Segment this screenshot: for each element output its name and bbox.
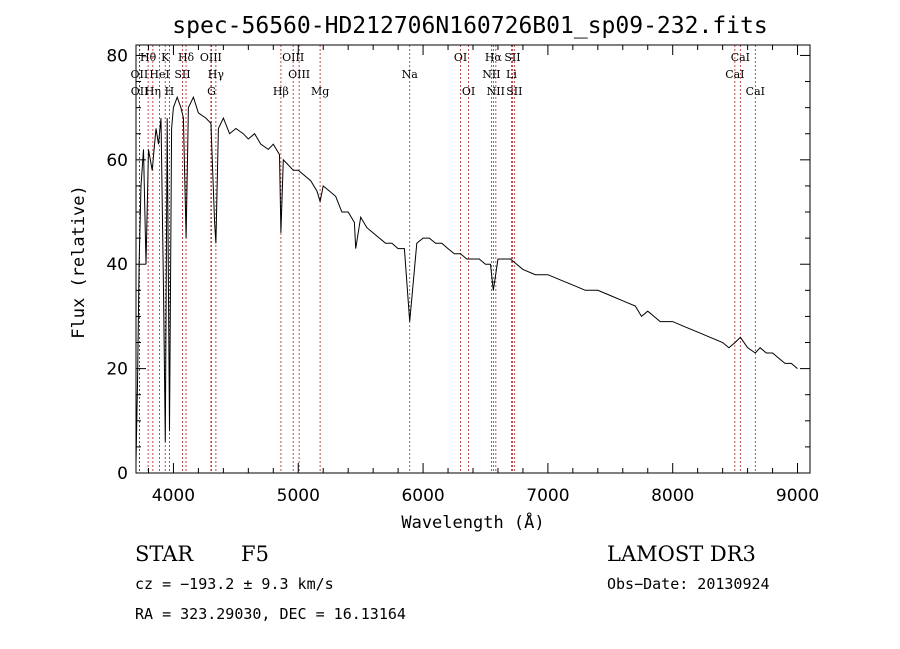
x-tick-label-3: 7000 bbox=[526, 486, 569, 506]
flux-series-line bbox=[135, 95, 798, 463]
line-label-12: Hβ bbox=[273, 85, 289, 98]
line-label-15: Mg bbox=[311, 85, 329, 98]
x-axis-label: Wavelength (Å) bbox=[401, 511, 544, 533]
line-label-18: OⅠ bbox=[462, 85, 475, 98]
line-label-9: OⅠII bbox=[200, 51, 222, 64]
y-axis-ticks: 0 20 40 60 80 bbox=[106, 46, 810, 484]
y-tick-label-3: 60 bbox=[106, 151, 128, 171]
line-label-5: K bbox=[161, 51, 170, 64]
observation-date: Obs−Date: 20130924 bbox=[607, 575, 770, 593]
redshift-cz: cz = −193.2 ± 9.3 km/s bbox=[135, 575, 334, 593]
line-label-2: Hθ bbox=[140, 51, 157, 64]
y-tick-label-1: 20 bbox=[106, 360, 128, 380]
y-tick-label-0: 0 bbox=[117, 464, 128, 484]
line-label-24: SⅠI bbox=[506, 85, 522, 98]
line-label-13: OⅠII bbox=[282, 51, 304, 64]
line-label-22: SⅠI bbox=[504, 51, 520, 64]
line-label-0: OⅠI bbox=[131, 68, 149, 81]
x-tick-label-2: 6000 bbox=[401, 486, 444, 506]
spectral-line-markers bbox=[138, 45, 756, 473]
line-label-4: HeⅠ bbox=[149, 68, 169, 81]
x-tick-label-4: 8000 bbox=[651, 486, 694, 506]
y-axis-label: Flux (relative) bbox=[69, 185, 89, 339]
line-label-10: Hγ bbox=[208, 68, 225, 81]
survey-name: LAMOST DR3 bbox=[607, 542, 756, 566]
x-axis-ticks: 4000 5000 6000 7000 8000 9000 bbox=[147, 45, 819, 506]
line-label-21: NⅠI bbox=[487, 85, 505, 98]
x-tick-label-5: 9000 bbox=[776, 486, 819, 506]
y-tick-label-2: 40 bbox=[106, 255, 128, 275]
line-label-25: CaⅠ bbox=[725, 68, 744, 81]
line-label-26: CaⅠ bbox=[731, 51, 750, 64]
coordinates: RA = 323.29030, DEC = 16.13164 bbox=[135, 605, 406, 623]
line-label-7: SⅠI bbox=[174, 68, 190, 81]
line-label-27: CaⅠ bbox=[746, 85, 765, 98]
line-label-17: OⅠ bbox=[454, 51, 467, 64]
x-tick-label-1: 5000 bbox=[277, 486, 320, 506]
y-tick-label-4: 80 bbox=[106, 46, 128, 66]
line-label-19: Hα bbox=[485, 51, 503, 64]
object-type: STAR bbox=[135, 542, 194, 566]
object-subclass: F5 bbox=[241, 542, 269, 566]
line-label-16: Na bbox=[402, 68, 419, 81]
line-label-23: Li bbox=[506, 68, 517, 81]
line-label-1: OⅠI bbox=[131, 85, 149, 98]
line-label-11: G bbox=[207, 85, 216, 98]
x-tick-label-0: 4000 bbox=[152, 486, 195, 506]
line-label-3: Hη bbox=[145, 85, 161, 98]
line-label-20: NⅠI bbox=[482, 68, 500, 81]
chart-title: spec-56560-HD212706N160726B01_sp09-232.f… bbox=[172, 13, 767, 39]
line-label-6: H bbox=[165, 85, 175, 98]
line-label-8: Hδ bbox=[178, 51, 195, 64]
line-label-14: OⅠII bbox=[288, 68, 310, 81]
